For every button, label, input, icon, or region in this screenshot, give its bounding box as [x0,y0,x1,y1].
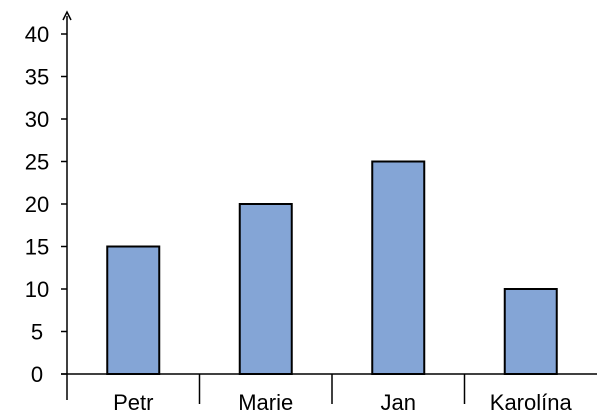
y-tick-label: 10 [25,277,49,302]
x-axis: Petr Marie Jan Karolína [61,373,597,412]
x-tick-label: Marie [238,390,293,412]
y-tick-label: 25 [25,150,49,175]
y-tick-label: 40 [25,22,49,47]
y-tick-label: 30 [25,107,49,132]
y-tick-label: 5 [31,320,43,345]
bars [106,160,558,375]
y-tick-label: 15 [25,235,49,260]
bar-jan [371,160,426,375]
bar-marie [238,203,293,375]
y-tick-label: 20 [25,192,49,217]
bar-karolina [503,288,558,375]
x-tick-label: Karolína [490,390,573,412]
y-axis: 0 5 10 15 20 25 30 35 40 [25,10,72,400]
y-tick-label: 35 [25,65,49,90]
bar-petr [106,245,161,375]
y-axis-arrow [62,10,72,21]
x-tick-label: Jan [381,390,416,412]
x-tick-label: Petr [113,390,153,412]
y-tick-label: 0 [31,362,43,387]
